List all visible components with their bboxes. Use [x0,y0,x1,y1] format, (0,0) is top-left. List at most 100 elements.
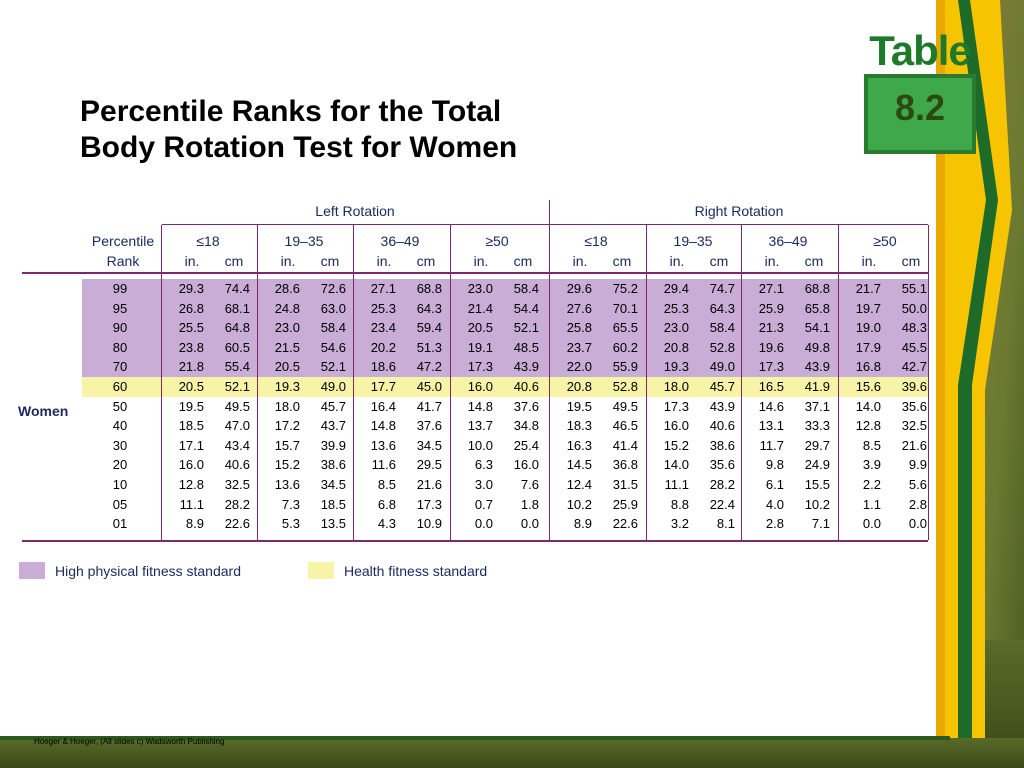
value-cell: 23.8 [178,339,204,355]
value-cell: 20.8 [663,339,689,355]
value-cell: 25.4 [513,437,539,453]
value-cell: 9.9 [908,457,927,473]
column-divider [353,225,354,540]
value-cell: 18.3 [566,418,592,434]
value-cell: 16.0 [663,418,689,434]
value-cell: 19.5 [178,398,204,414]
value-cell: 41.4 [612,437,638,453]
value-cell: 39.9 [320,437,346,453]
value-cell: 19.3 [274,379,300,394]
value-cell: 23.0 [467,281,493,296]
value-cell: 35.6 [901,398,927,414]
table-number-badge: Table 8.2 [858,28,982,166]
value-cell: 46.5 [612,418,638,434]
value-cell: 14.0 [663,457,689,473]
value-cell: 20.5 [467,320,493,336]
value-cell: 45.0 [416,379,442,394]
value-cell: 17.9 [855,339,881,355]
value-cell: 15.5 [804,477,830,492]
value-cell: 47.0 [224,418,250,434]
column-divider [257,225,258,540]
value-cell: 38.6 [709,437,735,453]
value-cell: 8.5 [377,477,396,492]
value-cell: 7.1 [811,516,830,532]
value-cell: 40.6 [709,418,735,434]
unit-header-in: in. [861,253,877,269]
value-cell: 20.5 [274,359,300,375]
value-cell: 65.5 [612,320,638,336]
unit-header-cm: cm [612,253,632,269]
percentile-table: Left Rotation Right Rotation Percentile Ran… [0,195,940,555]
value-cell: 21.6 [901,437,927,453]
value-cell: 11.1 [179,496,204,512]
rank-cell: 90 [112,320,128,336]
value-cell: 68.8 [804,281,830,296]
value-cell: 54.4 [513,300,539,316]
unit-header-in: in. [473,253,489,269]
value-cell: 43.7 [320,418,346,434]
value-cell: 45.5 [901,339,927,355]
value-cell: 19.5 [566,398,592,414]
group-header-left: Left Rotation [315,203,395,219]
value-cell: 15.6 [855,379,881,394]
value-cell: 18.0 [274,398,300,414]
value-cell: 8.9 [573,516,592,532]
value-cell: 40.6 [513,379,539,394]
value-cell: 45.7 [709,379,735,394]
value-cell: 43.4 [224,437,250,453]
value-cell: 35.6 [709,457,735,473]
value-cell: 25.5 [178,320,204,336]
value-cell: 16.0 [467,379,493,394]
value-cell: 6.3 [474,457,493,473]
rank-cell: 60 [112,379,128,394]
unit-header-cm: cm [709,253,729,269]
page-title: Percentile Ranks for the Total Body Rota… [80,94,640,166]
value-cell: 18.6 [370,359,396,375]
value-cell: 27.1 [758,281,784,296]
value-cell: 10.2 [804,496,830,512]
value-cell: 1.1 [862,496,881,512]
value-cell: 15.2 [274,457,300,473]
value-cell: 21.4 [467,300,493,316]
value-cell: 23.4 [370,320,396,336]
value-cell: 65.8 [804,300,830,316]
value-cell: 22.0 [566,359,592,375]
value-cell: 58.4 [320,320,346,336]
value-cell: 32.5 [224,477,250,492]
value-cell: 2.8 [765,516,784,532]
value-cell: 16.0 [178,457,204,473]
value-cell: 14.6 [758,398,784,414]
value-cell: 37.1 [804,398,830,414]
row-label-women: Women [18,403,69,419]
value-cell: 60.2 [612,339,638,355]
value-cell: 72.6 [320,281,346,296]
value-cell: 42.7 [901,359,927,375]
value-cell: 58.4 [513,281,539,296]
value-cell: 17.3 [416,496,442,512]
value-cell: 21.8 [178,359,204,375]
value-cell: 24.9 [804,457,830,473]
value-cell: 11.7 [759,437,784,453]
value-cell: 0.0 [862,516,881,532]
value-cell: 29.6 [566,281,592,296]
percentile-header: Percentile [91,233,155,249]
value-cell: 8.9 [185,516,204,532]
legend-label-health: Health fitness standard [344,563,488,579]
value-cell: 36.8 [612,457,638,473]
title-line-2: Body Rotation Test for Women [80,131,518,164]
value-cell: 21.3 [758,320,784,336]
legend-label-high: High physical fitness standard [55,563,241,579]
value-cell: 5.3 [281,516,300,532]
value-cell: 28.2 [224,496,250,512]
value-cell: 49.5 [224,398,250,414]
value-cell: 11.1 [664,477,689,492]
value-cell: 16.4 [370,398,396,414]
value-cell: 10.9 [416,516,442,532]
value-cell: 55.1 [901,281,927,296]
value-cell: 49.8 [804,339,830,355]
value-cell: 74.4 [224,281,250,296]
value-cell: 49.5 [612,398,638,414]
value-cell: 5.6 [908,477,927,492]
value-cell: 52.1 [224,379,250,394]
value-cell: 28.2 [709,477,735,492]
